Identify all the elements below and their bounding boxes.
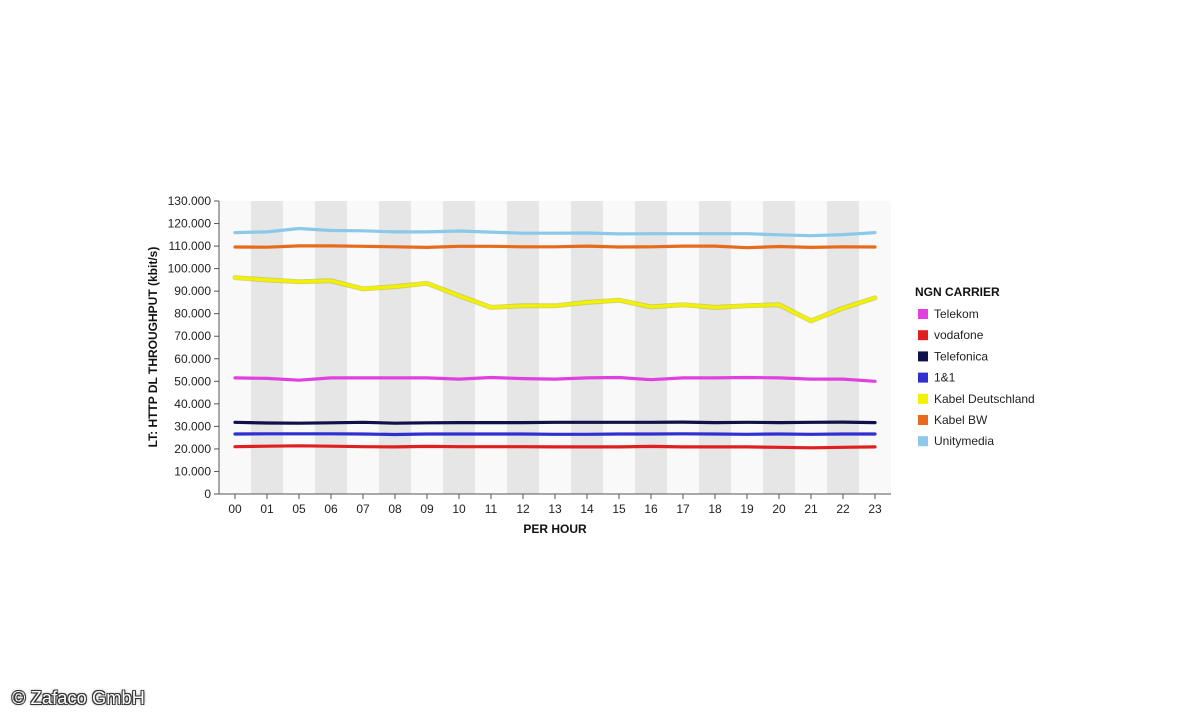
series-line	[233, 420, 877, 425]
legend-swatch	[918, 351, 928, 362]
grid-band	[507, 201, 539, 494]
legend: NGN CARRIER Telekom vodafone Telefonica 1&1…	[915, 285, 1035, 448]
legend-label: Telefonica	[934, 349, 988, 363]
legend-swatch	[918, 415, 928, 425]
legend-title: NGN CARRIER	[915, 285, 1000, 299]
y-tick-label: 130.000	[168, 194, 212, 208]
y-tick-label: 80.000	[174, 307, 211, 321]
grid-band	[635, 201, 667, 494]
grid-band	[763, 201, 795, 494]
legend-label: 1&1	[934, 371, 956, 385]
legend-label: Kabel Deutschland	[934, 392, 1035, 406]
legend-swatch	[918, 436, 928, 447]
grid-band	[827, 201, 859, 494]
y-tick-label: 100.000	[168, 262, 212, 276]
x-tick-label: 09	[420, 502, 434, 516]
legend-label: vodafone	[934, 328, 984, 342]
grid-band	[699, 201, 731, 494]
x-tick-label: 20	[772, 502, 786, 516]
y-axis-title: LT: HTTP DL THROUGHPUT (kbit/s)	[146, 247, 160, 448]
x-tick-label: 12	[516, 502, 530, 516]
y-tick-label: 90.000	[174, 284, 211, 298]
x-tick-label: 06	[324, 502, 338, 516]
y-tick-label: 70.000	[174, 329, 211, 343]
series-line	[233, 244, 877, 250]
legend-label: Kabel BW	[934, 413, 988, 427]
x-tick-label: 17	[676, 502, 690, 516]
series-line	[233, 444, 877, 450]
legend-items: Telekom vodafone Telefonica 1&1 Kabel Deutsc…	[918, 307, 1035, 448]
series-lines	[232, 226, 878, 450]
legend-swatch	[918, 309, 928, 319]
series-line	[233, 276, 877, 323]
x-tick-label: 22	[836, 502, 850, 516]
copyright-watermark: © Zafaco GmbH	[12, 688, 145, 708]
x-tick-label: 00	[228, 502, 242, 516]
x-tick-label: 23	[868, 502, 882, 516]
grid-band	[571, 201, 603, 494]
x-tick-label: 07	[356, 502, 370, 516]
y-tick-label: 10.000	[174, 464, 211, 478]
x-tick-label: 05	[292, 502, 306, 516]
x-axis-title: PER HOUR	[523, 522, 587, 536]
legend-swatch	[918, 372, 928, 383]
y-axis-ticks: 0 10.000 20.000 30.000 40.000 50.000 60.000 70.…	[168, 194, 219, 501]
series-line	[233, 226, 877, 238]
legend-swatch	[918, 393, 928, 404]
grid-band	[251, 201, 283, 494]
y-tick-label: 110.000	[169, 239, 212, 253]
x-tick-label: 19	[740, 502, 754, 516]
y-tick-label: 120.000	[168, 217, 212, 231]
x-tick-label: 18	[708, 502, 722, 516]
grid-band	[379, 201, 411, 494]
x-tick-label: 08	[388, 502, 402, 516]
y-tick-label: 40.000	[174, 397, 211, 411]
x-tick-label: 15	[612, 502, 626, 516]
y-tick-label: 50.000	[174, 374, 211, 388]
x-tick-label: 01	[260, 502, 274, 516]
x-tick-label: 21	[804, 502, 818, 516]
x-tick-label: 11	[485, 502, 498, 516]
y-tick-label: 0	[204, 487, 211, 501]
y-tick-label: 20.000	[174, 442, 211, 456]
legend-label: Telekom	[934, 307, 979, 321]
x-axis-ticks: 00 01 05 06 07 08 09 10 11 12 13 14 15 16 17 18 19 20 21 22…	[228, 494, 882, 516]
x-tick-label: 10	[452, 502, 466, 516]
x-tick-label: 13	[548, 502, 562, 516]
x-tick-label: 14	[580, 502, 594, 516]
legend-label: Unitymedia	[934, 434, 994, 448]
series-line	[233, 375, 877, 383]
series-line	[233, 432, 877, 437]
x-tick-label: 16	[644, 502, 658, 516]
legend-swatch	[918, 330, 928, 341]
y-tick-label: 60.000	[174, 352, 211, 366]
y-tick-label: 30.000	[174, 419, 211, 433]
